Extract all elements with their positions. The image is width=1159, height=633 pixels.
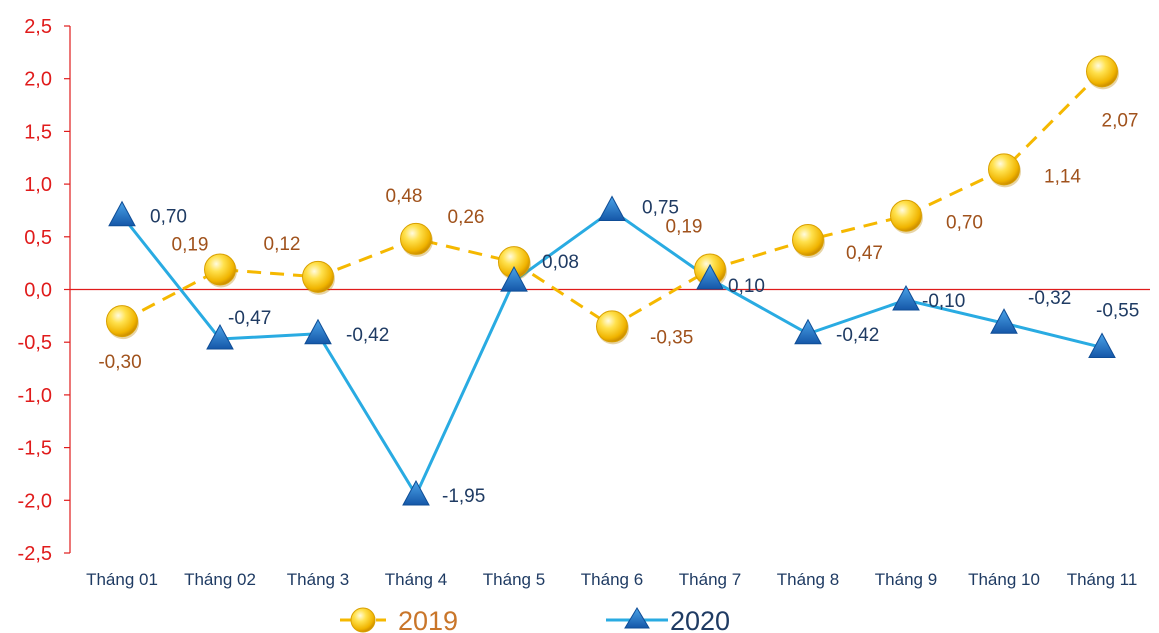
series-2020-data-label: 0,70: [150, 207, 187, 228]
series-2019-point: [1086, 55, 1118, 88]
series-2019-data-label: 0,70: [946, 213, 983, 234]
legend: 2019 2020: [340, 606, 730, 633]
series-2020-point: [402, 479, 430, 506]
series-2020-point: [598, 195, 626, 221]
series-2019-data-label: 0,19: [172, 234, 209, 255]
y-tick-label: 0,0: [24, 280, 52, 302]
y-tick-label: 2,5: [24, 16, 52, 38]
y-tick-label: -2,0: [18, 490, 52, 512]
legend-2020-marker: [624, 607, 650, 629]
series-2020-data-label: -0,32: [1028, 288, 1071, 309]
series-2019-data-label: 0,19: [666, 216, 703, 237]
series-2019-point: [988, 153, 1020, 186]
axes: 2,5 2,0 1,5 1,0 0,5 0,0 -0,5 -1,0 -1,5 -2,0 -2,5 Th…: [18, 16, 1150, 589]
series-2020-point: [304, 318, 332, 345]
series-2019-point: [890, 199, 922, 232]
x-tick-label: Tháng 9: [875, 570, 937, 589]
series-2019-point: [302, 260, 334, 293]
y-tick-label: 1,0: [24, 174, 52, 196]
data-labels: -0,30 0,19 0,12 0,48 0,26 -0,35 0,19 0,47 0,70 1,…: [98, 110, 1139, 507]
series-2020-point: [1088, 332, 1116, 358]
series-2019-point: [400, 222, 432, 255]
y-tick-label: -0,5: [18, 332, 52, 354]
series-2020-point: [892, 284, 920, 311]
x-tick-label: Tháng 4: [385, 570, 447, 589]
series-2020-data-label: 0,75: [642, 197, 679, 218]
y-tick-label: -1,0: [18, 385, 52, 407]
series-2020-point: [500, 266, 528, 292]
series-2020-data-label: -0,55: [1096, 300, 1139, 321]
x-tick-label: Tháng 7: [679, 570, 741, 589]
x-tick-label: Tháng 8: [777, 570, 839, 589]
x-tick-label: Tháng 6: [581, 570, 643, 589]
series-2019-data-label: 0,47: [846, 243, 883, 264]
series-2020-data-label: 0,10: [728, 276, 765, 297]
series-2020-data-label: -1,95: [442, 486, 485, 507]
legend-2019-label: 2019: [398, 606, 458, 633]
series-2020-point: [108, 200, 136, 227]
x-tick-label: Tháng 01: [86, 570, 158, 589]
series-2020-point: [794, 318, 822, 345]
series-2019-data-label: 0,12: [264, 234, 301, 255]
series-2020-data-label: 0,08: [542, 252, 579, 273]
series-2019-point: [596, 310, 628, 343]
series-2020-point: [696, 263, 724, 290]
series-2020-data-label: -0,47: [228, 308, 271, 329]
series-2019-data-label: 2,07: [1102, 110, 1139, 131]
x-tick-label: Tháng 11: [1067, 570, 1138, 589]
y-tick-label: 2,0: [24, 69, 52, 91]
series-2019-data-label: 0,48: [386, 186, 423, 207]
series-2020-data-label: -0,42: [836, 325, 879, 346]
series-2019-data-label: 1,14: [1044, 166, 1081, 187]
series-2020-point: [990, 308, 1018, 334]
series: [106, 55, 1119, 506]
y-tick-label: -1,5: [18, 438, 52, 460]
x-tick-label: Tháng 10: [968, 570, 1040, 589]
y-tick-label: 1,5: [24, 121, 52, 143]
series-2019-point: [204, 253, 236, 286]
series-2019-data-label: -0,30: [98, 352, 141, 373]
legend-2020-label: 2020: [670, 606, 730, 633]
series-2020-data-label: -0,10: [922, 291, 965, 312]
series-2020-data-label: -0,42: [346, 325, 389, 346]
y-tick-label: 0,5: [24, 227, 52, 249]
series-2019-data-label: 0,26: [448, 207, 485, 228]
series-2019-point: [106, 305, 138, 338]
series-2019-point: [792, 223, 824, 256]
y-tick-label: -2,5: [18, 543, 52, 565]
legend-2019-marker: [350, 607, 376, 633]
series-2020-point: [206, 323, 234, 350]
x-tick-label: Tháng 02: [184, 570, 256, 589]
x-tick-label: Tháng 3: [287, 570, 349, 589]
series-2019-data-label: -0,35: [650, 327, 693, 348]
x-tick-label: Tháng 5: [483, 570, 545, 589]
